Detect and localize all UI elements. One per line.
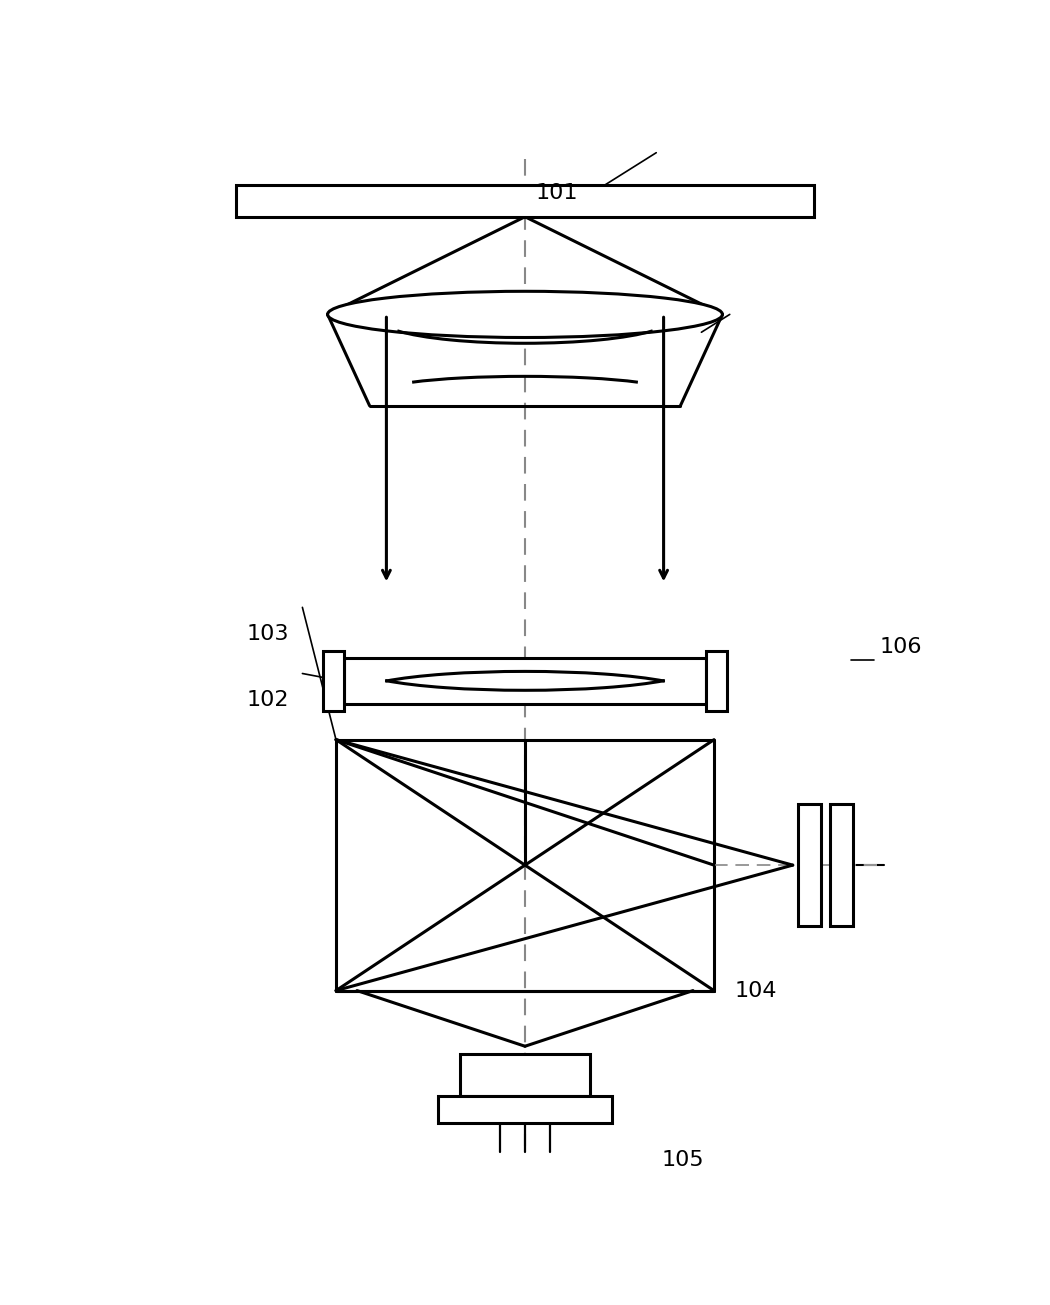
Text: 106: 106 — [880, 637, 922, 658]
Text: 104: 104 — [735, 980, 777, 1001]
Bar — [798, 804, 821, 927]
Bar — [706, 651, 727, 711]
Text: 101: 101 — [536, 183, 578, 202]
Bar — [460, 1053, 590, 1096]
Bar — [830, 804, 853, 927]
Text: 105: 105 — [662, 1150, 705, 1169]
Bar — [236, 185, 814, 217]
Bar — [438, 1096, 612, 1122]
Bar — [323, 651, 344, 711]
Bar — [344, 658, 706, 703]
Text: 103: 103 — [247, 624, 289, 643]
Text: 102: 102 — [247, 690, 289, 710]
Ellipse shape — [328, 291, 722, 338]
